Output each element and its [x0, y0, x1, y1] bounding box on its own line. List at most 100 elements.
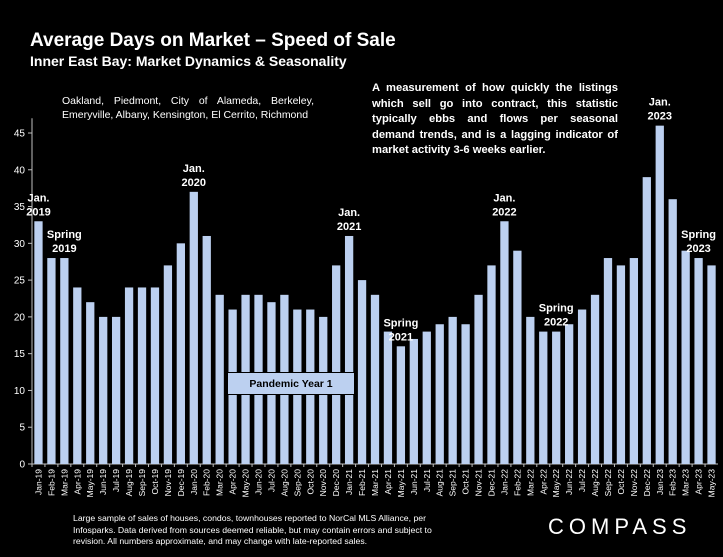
compass-logo: COMPASS [548, 514, 692, 539]
bar [47, 258, 56, 464]
x-tick-label: Jan-21 [344, 469, 354, 495]
x-tick-label: Nov-19 [163, 469, 173, 497]
x-tick-label: Mar-23 [681, 469, 691, 496]
x-tick-label: Jul-19 [111, 469, 121, 492]
x-tick-label: Dec-22 [642, 469, 652, 497]
bar [383, 331, 393, 464]
x-tick-label: Dec-20 [331, 469, 341, 497]
y-tick-label: 15 [14, 349, 26, 360]
x-tick-label: Mar-22 [525, 469, 535, 496]
bar [565, 324, 574, 464]
x-tick-label: May-19 [85, 469, 95, 498]
x-tick-label: Oct-20 [305, 469, 315, 495]
bar-annotation: 2023 [686, 243, 710, 255]
y-tick-label: 25 [14, 276, 26, 287]
bar [357, 280, 367, 464]
bar [176, 243, 185, 464]
y-tick-label: 45 [14, 129, 26, 140]
bar [137, 287, 147, 464]
y-tick-label: 20 [14, 312, 26, 323]
bar [124, 287, 134, 464]
bar [681, 250, 690, 464]
bar [500, 221, 509, 464]
bar [552, 331, 561, 464]
bar-annotation: 2019 [52, 243, 76, 255]
x-tick-label: Apr-22 [538, 469, 548, 495]
bar [422, 331, 431, 464]
bar [111, 316, 121, 464]
x-tick-label: Apr-20 [228, 469, 238, 495]
bar-annotation: 2021 [389, 331, 413, 343]
x-tick-label: Oct-19 [150, 469, 160, 495]
x-tick-label: May-20 [241, 469, 251, 498]
bar [73, 287, 82, 464]
x-tick-label: Apr-19 [72, 469, 82, 495]
x-tick-label: Jul-20 [266, 469, 276, 492]
bar [189, 191, 198, 464]
x-tick-label: Jul-22 [577, 469, 587, 492]
bar [668, 199, 677, 464]
x-tick-label: Mar-21 [370, 469, 380, 496]
bar [448, 316, 457, 464]
bar-annotation: Spring [681, 229, 716, 241]
bar [99, 316, 108, 464]
bar-annotation: Spring [47, 229, 82, 241]
description-note: A measurement of how quickly the listing… [372, 82, 618, 156]
bar-annotation: 2020 [182, 177, 206, 189]
bar-annotation: Jan. [493, 192, 515, 204]
y-tick-label: 5 [19, 423, 25, 434]
x-tick-label: Aug-21 [435, 469, 445, 497]
x-tick-label: Feb-21 [357, 469, 367, 496]
chart-subtitle: Inner East Bay: Market Dynamics & Season… [30, 53, 347, 69]
bar [344, 235, 354, 464]
x-tick-label: Jul-21 [422, 469, 432, 492]
bar-annotation: 2022 [492, 206, 516, 218]
bar [590, 294, 600, 464]
bar-annotation: Jan. [183, 163, 205, 175]
bar [694, 258, 703, 464]
bar [86, 302, 95, 464]
x-tick-label: Jan-23 [655, 469, 665, 495]
bar [34, 221, 43, 464]
x-tick-label: Sep-21 [448, 469, 458, 497]
bar [215, 294, 224, 464]
x-tick-label: Mar-19 [59, 469, 69, 496]
x-tick-label: Oct-22 [616, 469, 626, 495]
region-list: Oakland, Piedmont, City of Alameda, Berk… [62, 95, 314, 121]
x-tick-label: Jun-20 [254, 469, 264, 495]
x-tick-label: Sep-20 [292, 469, 302, 497]
bar-annotation: 2023 [648, 111, 672, 123]
x-tick-label: Nov-21 [474, 469, 484, 497]
chart-title: Average Days on Market – Speed of Sale [30, 30, 396, 51]
bar [616, 265, 626, 464]
y-tick-label: 40 [14, 165, 26, 176]
bar [409, 338, 418, 464]
pandemic-year-label: Pandemic Year 1 [227, 372, 355, 395]
bar [202, 235, 211, 464]
bar-annotation: 2019 [26, 206, 50, 218]
bar [150, 287, 160, 464]
bar-annotation: Jan. [649, 97, 671, 109]
x-tick-label: Aug-22 [590, 469, 600, 497]
bar [603, 258, 613, 464]
footer-source-note: Large sample of sales of houses, condos,… [73, 513, 432, 546]
bar-annotation: Spring [383, 317, 418, 329]
bar [60, 258, 69, 464]
x-tick-label: Nov-20 [318, 469, 328, 497]
x-tick-label: Jan-22 [499, 469, 509, 495]
x-tick-label: Jan-20 [189, 469, 199, 495]
bar-annotation: Spring [539, 303, 574, 315]
y-tick-label: 0 [19, 460, 25, 471]
x-tick-label: Oct-21 [461, 469, 471, 495]
bar-annotation: Jan. [27, 192, 49, 204]
bar [396, 346, 406, 464]
bar [332, 265, 341, 464]
x-tick-label: Aug-19 [124, 469, 134, 497]
bar [707, 265, 716, 464]
bar-annotation: 2022 [544, 317, 568, 329]
x-tick-label: Feb-23 [668, 469, 678, 496]
bar-annotation: 2021 [337, 221, 361, 233]
bar [642, 177, 651, 464]
x-tick-label: May-22 [551, 469, 561, 498]
x-tick-label: Dec-19 [176, 469, 186, 497]
